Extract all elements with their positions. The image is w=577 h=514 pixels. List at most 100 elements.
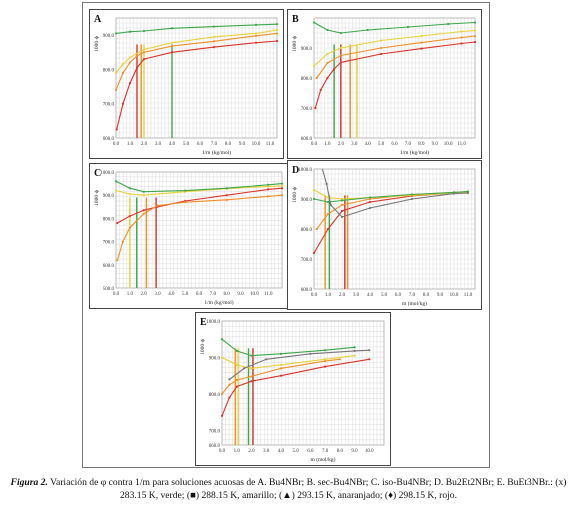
data-point	[312, 188, 316, 192]
x-tick-label: 5.0	[381, 293, 388, 298]
x-tick-label: 4.0	[168, 292, 175, 297]
data-point	[128, 226, 131, 229]
y-tick-label: 1000.0	[206, 320, 220, 325]
data-point	[235, 363, 238, 366]
data-point	[128, 192, 131, 196]
data-point	[309, 352, 312, 355]
x-tick-label: 2.0	[141, 292, 148, 297]
data-point	[466, 191, 470, 195]
data-point	[250, 380, 253, 383]
x-tick-label: 3.0	[351, 142, 358, 147]
x-tick-label: 1.0	[234, 449, 241, 454]
data-point	[280, 182, 284, 185]
data-point	[128, 30, 132, 33]
data-point	[323, 349, 327, 352]
caption-lead: Figura 2.	[10, 477, 48, 488]
data-point	[460, 36, 463, 39]
data-point	[250, 375, 253, 378]
data-point	[265, 358, 268, 361]
data-point	[115, 128, 118, 131]
x-tick-label: 9.0	[351, 449, 358, 454]
data-point	[368, 196, 372, 199]
x-tick-label: 5.0	[182, 292, 189, 297]
data-point	[184, 189, 187, 192]
data-point	[333, 67, 336, 71]
data-point	[339, 46, 342, 50]
plot-area	[115, 171, 283, 289]
data-point	[142, 194, 145, 197]
data-point	[228, 383, 231, 386]
data-point	[121, 63, 125, 66]
data-point	[250, 367, 253, 370]
data-point	[121, 102, 125, 105]
x-tick-label: 8.0	[225, 142, 232, 147]
series-line	[221, 355, 355, 369]
data-point	[220, 338, 224, 341]
data-point	[326, 227, 330, 231]
x-tick-label: 2.0	[338, 142, 345, 147]
data-point	[267, 185, 270, 188]
data-point	[379, 39, 383, 42]
grid	[313, 168, 476, 290]
y-tick-label: 700.0	[103, 241, 115, 246]
data-point	[339, 54, 342, 57]
caption-text: Variación de φ contra 1/m para solucione…	[50, 477, 567, 501]
series-line	[116, 194, 283, 261]
x-tick-label: 1.0	[127, 142, 134, 147]
data-point	[170, 41, 174, 44]
x-tick-label: 7.0	[409, 293, 416, 298]
data-point	[460, 30, 463, 33]
x-tick-label: 9.0	[432, 142, 439, 147]
x-tick-label: 11.0	[464, 293, 473, 298]
x-tick-label: 6.0	[391, 142, 398, 147]
data-point	[220, 414, 224, 417]
x-tick-label: 6.0	[307, 449, 314, 454]
data-point	[128, 82, 132, 85]
x-tick-label: 4.0	[365, 142, 372, 147]
data-point	[212, 46, 216, 49]
data-point	[410, 197, 414, 201]
data-point	[254, 23, 258, 26]
data-point	[235, 385, 238, 388]
data-point	[114, 180, 118, 183]
data-point	[254, 32, 258, 35]
data-point	[340, 203, 344, 207]
data-point	[410, 193, 414, 196]
data-point	[212, 35, 216, 38]
data-point	[170, 27, 174, 30]
plot-area	[313, 168, 476, 290]
figure-frame: 0.0 1.0 2.0 3.0 4.0 5.0 6.0 7.0 8.0 9.0 10.0 11.0 60…	[82, 2, 490, 468]
data-point	[340, 215, 344, 219]
x-tick-label: 11.0	[457, 142, 466, 147]
data-point	[326, 28, 329, 32]
data-point	[326, 61, 329, 65]
x-tick-label: 2.0	[141, 142, 148, 147]
data-point	[142, 29, 146, 33]
y-tick-label: 1000.0	[100, 171, 114, 176]
panel-c: 0.0 1.0 2.0 3.0 4.0 5.0 6.0 7.0 8.0 9.0 10.0 11.0 50…	[89, 163, 289, 309]
plot-area	[115, 17, 278, 139]
x-tick-label: 5.0	[183, 142, 190, 147]
data-point	[460, 42, 463, 45]
data-point	[228, 396, 231, 399]
data-point	[121, 240, 125, 243]
data-point	[170, 51, 174, 54]
data-point	[353, 354, 356, 357]
y-tick-label: 600.0	[301, 137, 313, 142]
data-point	[220, 392, 224, 396]
x-axis-label: m (mol/kg)	[402, 300, 427, 307]
data-point	[170, 45, 174, 48]
data-point	[242, 367, 246, 370]
data-point	[338, 358, 341, 361]
y-tick-label: 900.0	[103, 34, 115, 39]
y-tick-label: 500.0	[103, 287, 115, 292]
data-point	[329, 203, 332, 207]
series-line	[221, 338, 355, 357]
data-point	[279, 367, 283, 370]
data-point	[267, 188, 270, 191]
data-point	[156, 204, 159, 207]
y-tick-label: 600.0	[103, 137, 115, 142]
data-point	[128, 214, 131, 218]
data-point	[212, 40, 216, 43]
data-point	[473, 40, 477, 44]
